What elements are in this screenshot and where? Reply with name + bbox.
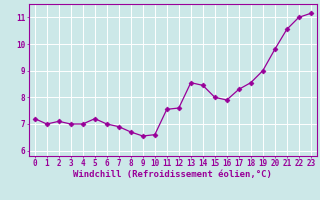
X-axis label: Windchill (Refroidissement éolien,°C): Windchill (Refroidissement éolien,°C): [73, 170, 272, 179]
